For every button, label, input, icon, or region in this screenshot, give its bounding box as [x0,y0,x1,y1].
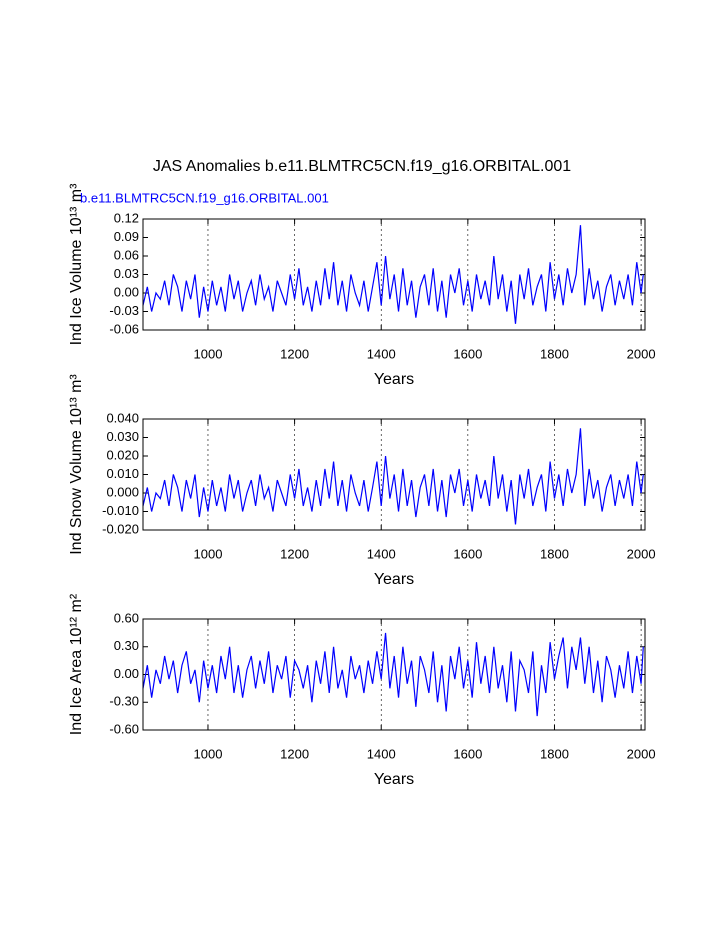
x-tick-label: 1600 [453,546,482,561]
y-tick-label: -0.30 [109,694,139,709]
y-tick-label: 0.030 [106,429,139,444]
data-line [142,225,644,324]
y-tick-label: 0.040 [106,410,139,425]
y-tick-label: -0.020 [102,521,139,536]
y-tick-label: 0.000 [106,484,139,499]
data-line [142,428,644,525]
x-tick-label: 1400 [367,746,396,761]
y-tick-label: 0.09 [114,229,139,244]
y-tick-label: 0.30 [114,638,139,653]
x-tick-label: 1800 [540,346,569,361]
x-tick-label: 2000 [627,746,656,761]
y-axis-title: Ind Ice Volume 10¹³ m³ [68,183,85,346]
x-tick-label: 1000 [194,746,223,761]
x-tick-label: 1400 [367,346,396,361]
plot-frame [142,618,646,731]
chart-title: JAS Anomalies b.e11.BLMTRC5CN.f19_g16.OR… [153,158,571,175]
x-axis-title: Years [374,571,414,588]
y-tick-label: 0.00 [114,666,139,681]
plot-frame [142,218,646,331]
y-tick-label: 0.00 [114,284,139,299]
y-tick-label: -0.06 [109,321,139,336]
x-tick-label: 1200 [280,346,309,361]
x-tick-label: 1000 [194,546,223,561]
y-tick-label: -0.03 [109,303,139,318]
y-tick-label: -0.010 [102,503,139,518]
x-axis-title: Years [374,771,414,788]
plot-frame [142,418,646,531]
x-tick-label: 1200 [280,546,309,561]
y-tick-label: 0.06 [114,247,139,262]
x-tick-label: 2000 [627,346,656,361]
y-axis-title: Ind Snow Volume 10¹³ m³ [68,374,85,555]
y-tick-label: 0.60 [114,610,139,625]
y-axis-title: Ind Ice Area 10¹² m² [68,593,85,735]
y-tick-label: 0.03 [114,266,139,281]
y-tick-label: -0.60 [109,721,139,736]
y-tick-label: 0.12 [114,210,139,225]
y-tick-label: 0.020 [106,447,139,462]
x-tick-label: 2000 [627,546,656,561]
x-tick-label: 1600 [453,746,482,761]
x-tick-label: 1600 [453,346,482,361]
x-tick-label: 1400 [367,546,396,561]
x-axis-title: Years [374,371,414,388]
chart-subtitle: b.e11.BLMTRC5CN.f19_g16.ORBITAL.001 [80,190,329,205]
x-tick-label: 1800 [540,546,569,561]
data-line [142,632,644,717]
x-tick-label: 1200 [280,746,309,761]
x-tick-label: 1000 [194,346,223,361]
y-tick-label: 0.010 [106,466,139,481]
x-tick-label: 1800 [540,746,569,761]
